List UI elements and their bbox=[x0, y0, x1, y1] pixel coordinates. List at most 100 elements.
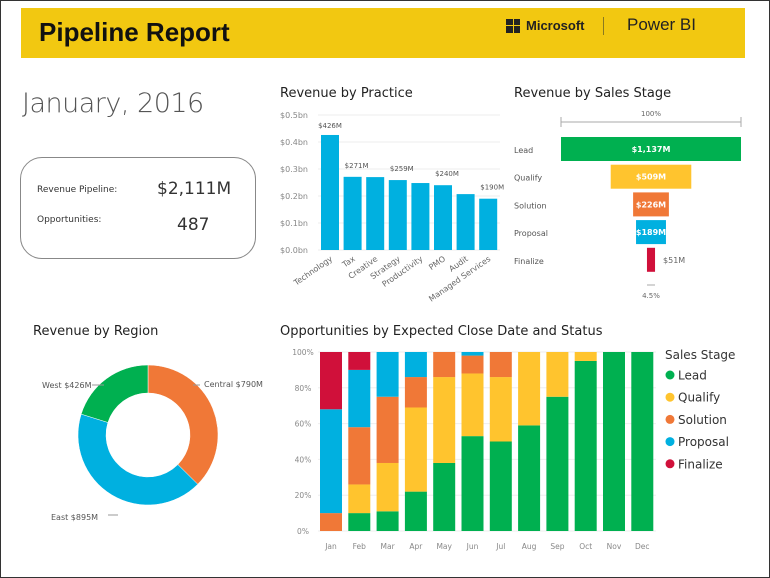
opportunities-chart-title: Opportunities by Expected Close Date and… bbox=[280, 324, 603, 339]
segment-jan-solution[interactable] bbox=[320, 513, 342, 531]
donut-label-central: Central $790M bbox=[204, 380, 263, 389]
stage-label: Finalize bbox=[514, 257, 544, 266]
donut-label-east: East $895M bbox=[51, 513, 98, 522]
segment-jul-lead[interactable] bbox=[489, 441, 512, 532]
x-tick-label: Mar bbox=[381, 542, 396, 551]
kpi-label-opportunities: Opportunities: bbox=[37, 215, 102, 225]
segment-mar-qualify[interactable] bbox=[376, 462, 399, 512]
segment-nov-lead[interactable] bbox=[603, 352, 625, 531]
bar-productivity[interactable] bbox=[411, 183, 430, 250]
segment-sep-lead[interactable] bbox=[546, 396, 569, 531]
donut-slice-central[interactable] bbox=[147, 364, 219, 485]
data-label: $190M bbox=[480, 184, 504, 192]
legend-marker-qualify bbox=[665, 392, 675, 402]
x-tick-label: Jul bbox=[495, 542, 505, 551]
header-divider bbox=[603, 17, 604, 35]
legend-item-proposal[interactable]: Proposal bbox=[678, 435, 729, 449]
x-tick-label: Jan bbox=[324, 542, 337, 551]
segment-mar-proposal[interactable] bbox=[376, 352, 399, 397]
funnel-data-label: $1,137M bbox=[632, 145, 671, 154]
microsoft-label: Microsoft bbox=[526, 18, 585, 33]
x-tick-label: Jun bbox=[466, 542, 479, 551]
y-tick-label: 60% bbox=[295, 420, 312, 429]
x-tick-label: Technology bbox=[291, 254, 334, 288]
segment-may-qualify[interactable] bbox=[433, 377, 456, 463]
y-tick-label: 0% bbox=[297, 527, 309, 536]
segment-oct-qualify[interactable] bbox=[574, 352, 597, 361]
segment-jun-solution[interactable] bbox=[461, 355, 484, 374]
donut-slice-east[interactable] bbox=[77, 413, 199, 506]
funnel-data-label: $51M bbox=[663, 256, 685, 265]
y-tick-label: $0.4bn bbox=[280, 138, 308, 147]
segment-feb-qualify[interactable] bbox=[348, 484, 371, 514]
segment-sep-qualify[interactable] bbox=[546, 352, 569, 397]
segment-dec-lead[interactable] bbox=[631, 352, 654, 531]
y-tick-label: $0.5bn bbox=[280, 111, 308, 120]
legend-marker-finalize bbox=[665, 459, 675, 469]
segment-apr-proposal[interactable] bbox=[404, 352, 427, 378]
segment-may-lead[interactable] bbox=[433, 462, 456, 531]
bar-pmo[interactable] bbox=[434, 185, 452, 250]
data-label: $259M bbox=[390, 165, 414, 173]
legend-item-qualify[interactable]: Qualify bbox=[678, 391, 720, 405]
segment-jun-qualify[interactable] bbox=[461, 373, 484, 437]
practice-chart-title: Revenue by Practice bbox=[280, 86, 413, 101]
funnel-bar-lead[interactable] bbox=[561, 137, 741, 161]
segment-aug-qualify[interactable] bbox=[518, 352, 541, 426]
x-tick-label: Sep bbox=[550, 542, 564, 551]
stage-chart-title: Revenue by Sales Stage bbox=[514, 86, 672, 101]
segment-mar-solution[interactable] bbox=[376, 396, 399, 463]
segment-mar-lead[interactable] bbox=[376, 511, 399, 531]
funnel-top-label: 100% bbox=[641, 110, 661, 118]
segment-jan-finalize[interactable] bbox=[320, 352, 342, 410]
kpi-value-opportunities: 487 bbox=[177, 215, 210, 235]
funnel-data-label: $226M bbox=[636, 200, 666, 209]
funnel-bar-finalize[interactable] bbox=[646, 247, 656, 272]
donut-slice-west[interactable] bbox=[80, 364, 149, 423]
y-tick-label: 40% bbox=[295, 455, 312, 464]
legend-item-finalize[interactable]: Finalize bbox=[678, 457, 723, 471]
bar-audit[interactable] bbox=[456, 194, 475, 250]
y-tick-label: $0.1bn bbox=[280, 219, 308, 228]
funnel-bar-proposal[interactable] bbox=[636, 220, 666, 245]
bar-creative[interactable] bbox=[366, 177, 385, 250]
x-tick-label: Apr bbox=[409, 542, 423, 551]
y-tick-label: 100% bbox=[292, 348, 313, 357]
segment-jul-qualify[interactable] bbox=[489, 377, 512, 442]
legend-marker-solution bbox=[665, 414, 675, 424]
bar-managed-services[interactable] bbox=[479, 198, 498, 250]
legend-item-lead[interactable]: Lead bbox=[678, 369, 707, 383]
bar-technology[interactable] bbox=[321, 134, 339, 250]
segment-oct-lead[interactable] bbox=[574, 360, 597, 531]
microsoft-brand: Microsoft bbox=[506, 18, 585, 33]
funnel-data-label: $509M bbox=[636, 173, 666, 182]
funnel-bar-qualify[interactable] bbox=[610, 164, 692, 189]
segment-jul-solution[interactable] bbox=[489, 352, 512, 378]
segment-apr-solution[interactable] bbox=[404, 377, 427, 408]
x-tick-label: Oct bbox=[579, 542, 592, 551]
segment-aug-lead[interactable] bbox=[518, 425, 541, 531]
power-bi-label: Power BI bbox=[627, 15, 696, 34]
data-label: $240M bbox=[435, 170, 459, 178]
segment-feb-finalize[interactable] bbox=[348, 352, 371, 370]
bar-strategy[interactable] bbox=[388, 180, 407, 250]
kpi-label-pipeline: Revenue Pipeline: bbox=[37, 185, 118, 195]
segment-apr-lead[interactable] bbox=[404, 491, 427, 531]
segment-jan-proposal[interactable] bbox=[320, 409, 342, 514]
legend-item-solution[interactable]: Solution bbox=[678, 413, 727, 427]
segment-may-solution[interactable] bbox=[433, 352, 456, 378]
segment-apr-qualify[interactable] bbox=[404, 407, 427, 492]
segment-feb-solution[interactable] bbox=[348, 427, 371, 485]
kpi-card[interactable]: Revenue Pipeline: $2,111M Opportunities:… bbox=[20, 157, 256, 259]
legend-marker-lead bbox=[665, 370, 675, 380]
bar-tax[interactable] bbox=[343, 176, 362, 250]
segment-feb-proposal[interactable] bbox=[348, 369, 371, 428]
segment-jun-proposal[interactable] bbox=[461, 352, 484, 356]
segment-feb-lead[interactable] bbox=[348, 513, 371, 531]
data-label: $426M bbox=[318, 122, 342, 130]
funnel-bar-solution[interactable] bbox=[633, 192, 669, 217]
x-tick-label: Nov bbox=[607, 542, 622, 551]
segment-jun-lead[interactable] bbox=[461, 436, 484, 531]
y-tick-label: $0.3bn bbox=[280, 165, 308, 174]
